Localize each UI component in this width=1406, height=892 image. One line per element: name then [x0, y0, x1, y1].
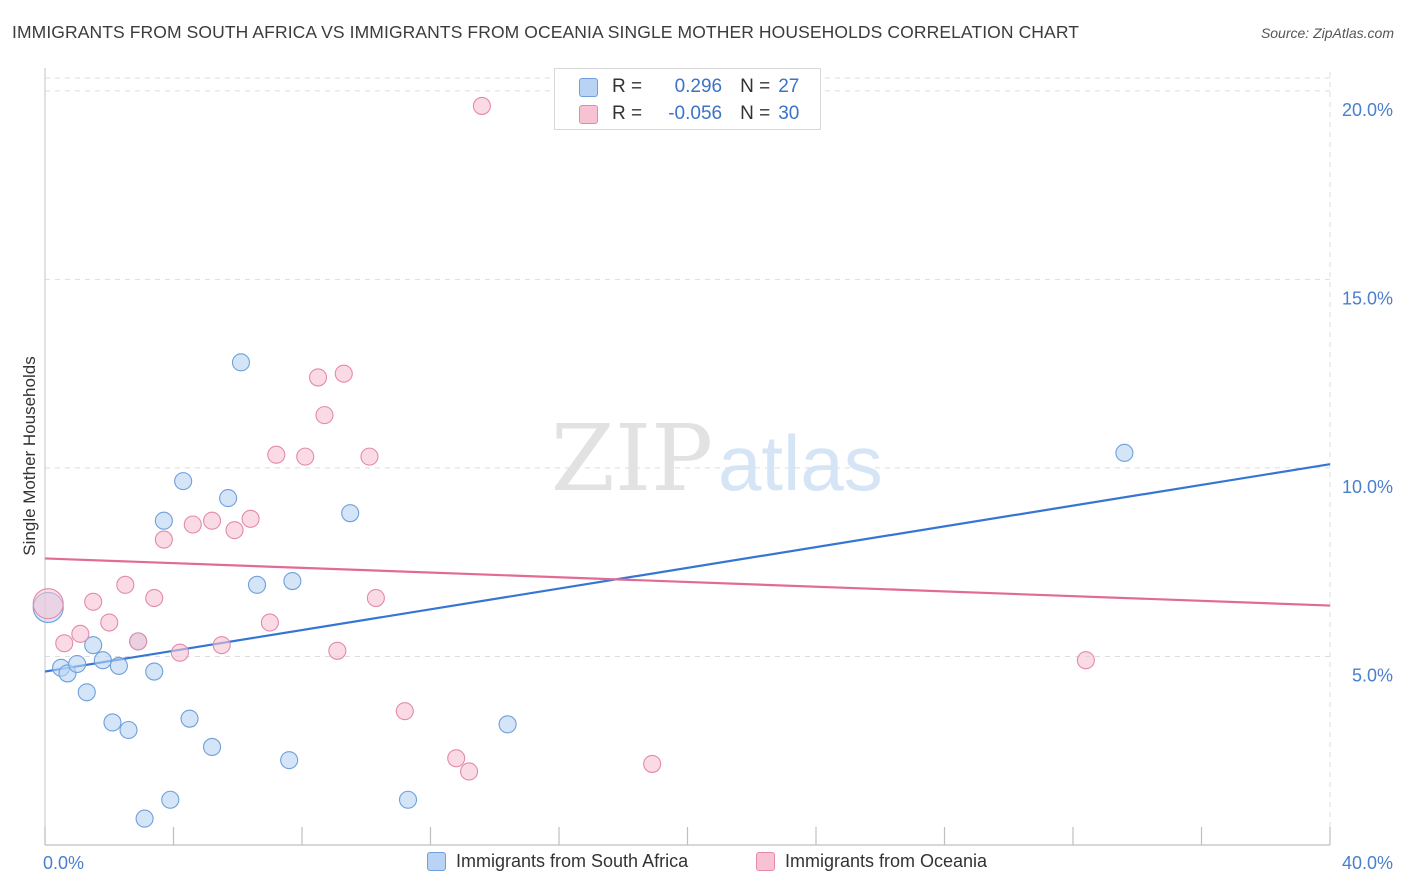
oceania-point	[267, 445, 286, 464]
oceania-point	[260, 613, 279, 632]
south-africa-point	[161, 790, 180, 809]
oceania-point	[296, 447, 315, 466]
oceania-point	[71, 624, 90, 643]
axes	[44, 68, 1331, 846]
legend-n-label: N =	[740, 76, 771, 97]
y-tick-label: 15.0%	[1342, 288, 1393, 308]
legend-row-oceania: R = -0.056 N = 30	[579, 101, 799, 127]
oceania-point	[459, 762, 479, 781]
legend-row-south-africa: R = 0.296 N = 27	[579, 74, 799, 100]
oceania-point	[315, 406, 334, 425]
south-africa-point	[203, 737, 222, 757]
south-africa-point	[341, 504, 360, 523]
oceania-point	[183, 515, 202, 534]
south-africa-point	[231, 353, 251, 372]
series-legend-oceania: Immigrants from Oceania	[756, 851, 987, 872]
south-africa-point	[154, 511, 173, 530]
oceania-point	[360, 447, 379, 466]
oceania-point	[129, 632, 148, 651]
chart-title: IMMIGRANTS FROM SOUTH AFRICA VS IMMIGRAN…	[12, 22, 1080, 42]
oceania-point	[84, 592, 103, 611]
legend-r-label: R =	[612, 103, 643, 124]
south-africa-point	[109, 656, 128, 675]
legend-swatch-blue	[579, 77, 598, 97]
oceania-point	[643, 754, 662, 773]
oceania-point	[334, 364, 353, 383]
oceania-point	[154, 530, 173, 549]
oceania-point	[55, 634, 74, 653]
oceania-point	[366, 588, 385, 608]
tick-labels: 5.0% 10.0% 15.0% 20.0% 0.0% 40.0%	[43, 100, 1393, 873]
legend-r-value: 0.296	[674, 76, 723, 97]
y-tick-label: 20.0%	[1342, 100, 1393, 120]
series-swatch-pink	[756, 852, 775, 871]
oceania-point	[145, 588, 164, 608]
oceania-point	[32, 588, 64, 620]
correlation-legend: R = 0.296 N = 27 R = -0.056 N = 30	[554, 68, 821, 130]
oceania-trend-line	[44, 557, 1331, 607]
legend-r-label: R =	[612, 76, 643, 97]
legend-swatch-pink	[579, 104, 598, 124]
south-africa-point	[135, 809, 154, 828]
oceania-point	[472, 96, 491, 115]
grid-lines	[45, 72, 1331, 845]
south-africa-point	[498, 715, 517, 734]
legend-r-value: -0.056	[668, 103, 723, 124]
oceania-point	[116, 575, 135, 594]
source-label: Source: ZipAtlas.com	[1260, 25, 1394, 41]
south-africa-point	[77, 683, 96, 702]
oceania-point	[100, 613, 119, 632]
south-africa-point	[119, 720, 138, 740]
south-africa-trend-line	[44, 463, 1331, 673]
series-name: Immigrants from Oceania	[785, 851, 988, 871]
south-africa-point	[174, 472, 193, 491]
y-axis-label: Single Mother Households	[20, 356, 39, 556]
oceania-point	[225, 521, 244, 540]
legend-n-label: N =	[740, 103, 771, 124]
oceania-point	[395, 702, 414, 721]
series-legend-south-africa: Immigrants from South Africa	[427, 851, 688, 872]
x-tick-label: 0.0%	[43, 853, 84, 873]
oceania-point	[1076, 651, 1095, 670]
south-africa-point	[247, 575, 267, 594]
south-africa-point	[68, 654, 87, 674]
south-africa-point	[219, 489, 238, 508]
south-africa-point	[1115, 443, 1134, 462]
y-tick-label: 10.0%	[1342, 477, 1393, 497]
oceania-point	[170, 643, 189, 662]
oceania-point	[203, 511, 222, 530]
oceania-point	[328, 641, 347, 660]
south-africa-point	[145, 662, 164, 681]
south-africa-point	[398, 790, 418, 809]
oceania-point	[212, 636, 231, 655]
south-africa-point	[103, 713, 122, 732]
data-points	[32, 96, 1134, 828]
watermark-atlas: atlas	[718, 419, 883, 507]
trend-lines	[44, 463, 1331, 673]
watermark: ZIP atlas	[551, 405, 883, 512]
oceania-point	[241, 509, 260, 528]
legend-n-value: 30	[778, 103, 800, 124]
oceania-point	[447, 749, 466, 768]
x-tick-label: 40.0%	[1342, 853, 1393, 873]
south-africa-point	[283, 571, 302, 591]
series-name: Immigrants from South Africa	[456, 851, 689, 871]
oceania-point	[309, 368, 328, 387]
series-swatch-blue	[427, 852, 446, 871]
series-legend: Immigrants from South Africa Immigrants …	[0, 851, 1406, 877]
south-africa-point	[93, 651, 112, 670]
watermark-zip: ZIP	[551, 405, 713, 512]
y-tick-label: 5.0%	[1352, 665, 1393, 685]
legend-n-value: 27	[778, 76, 800, 97]
south-africa-point	[280, 751, 299, 770]
south-africa-point	[180, 709, 199, 728]
south-africa-point	[84, 636, 103, 655]
